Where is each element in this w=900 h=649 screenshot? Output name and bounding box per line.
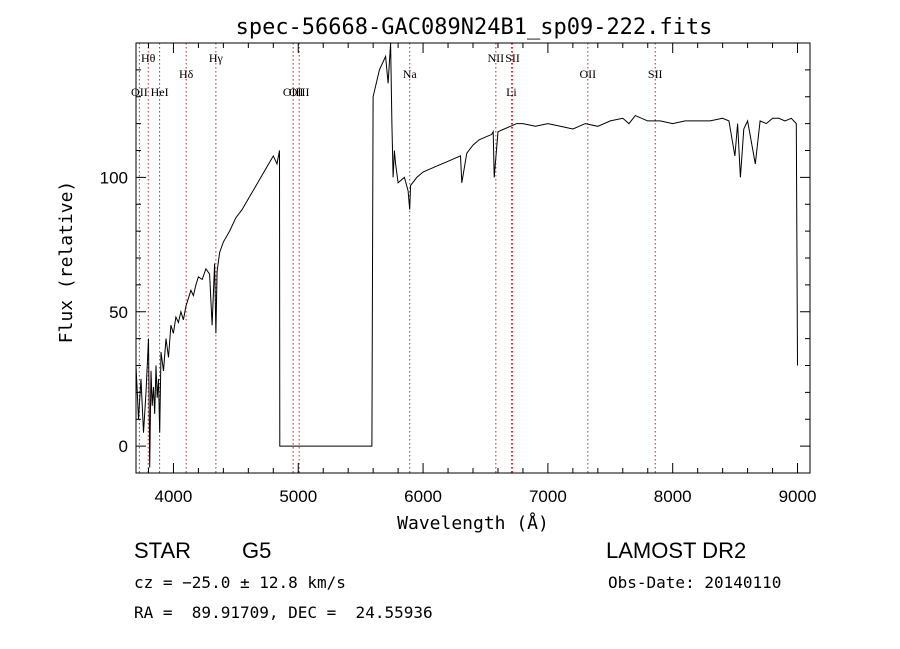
coordinates: RA = 89.91709, DEC = 24.55936 bbox=[134, 603, 433, 622]
spectral-line-label: Hγ bbox=[209, 51, 224, 65]
x-tick-label: 9000 bbox=[779, 487, 817, 506]
object-subclass: G5 bbox=[242, 538, 272, 563]
plot-frame bbox=[135, 42, 811, 474]
spectral-line-label: HeI bbox=[151, 85, 169, 99]
spectral-line-label: OII bbox=[579, 67, 596, 81]
y-tick-label: 100 bbox=[100, 168, 128, 187]
spectral-line-label: Na bbox=[403, 67, 418, 81]
survey-name: LAMOST DR2 bbox=[606, 538, 747, 563]
y-tick-label: 50 bbox=[109, 303, 128, 322]
observation-date: Obs-Date: 20140110 bbox=[608, 573, 782, 592]
object-class: STAR bbox=[134, 538, 192, 563]
spectral-line-label: OIII bbox=[289, 85, 310, 99]
x-tick-label: 8000 bbox=[654, 487, 692, 506]
y-axis-label: Flux (relative) bbox=[56, 181, 77, 344]
axis-ticks: 4000 5000 6000 7000 8000 9000 0 50 100 bbox=[100, 43, 817, 506]
spectral-line-label: OIII bbox=[283, 85, 304, 99]
redshift-velocity: cz = −25.0 ± 12.8 km/s bbox=[134, 573, 346, 592]
x-axis-label: Wavelength (Å) bbox=[397, 512, 549, 534]
spectral-line-label: SII bbox=[505, 51, 520, 65]
x-tick-label: 7000 bbox=[529, 487, 567, 506]
spectrum-line bbox=[135, 42, 798, 468]
x-tick-label: 5000 bbox=[279, 487, 317, 506]
spectral-line-label: Hθ bbox=[141, 51, 156, 65]
spectral-line-label: NII bbox=[488, 51, 505, 65]
y-tick-label: 0 bbox=[119, 437, 128, 456]
spectral-line-label: SII bbox=[648, 67, 663, 81]
spectral-line-label: Hδ bbox=[179, 67, 194, 81]
x-tick-label: 6000 bbox=[404, 487, 442, 506]
x-tick-label: 4000 bbox=[155, 487, 193, 506]
spectral-line-label: Li bbox=[506, 85, 517, 99]
chart-title: spec-56668-GAC089N24B1_sp09-222.fits bbox=[236, 15, 713, 40]
spectral-line-label: OII bbox=[131, 85, 148, 99]
